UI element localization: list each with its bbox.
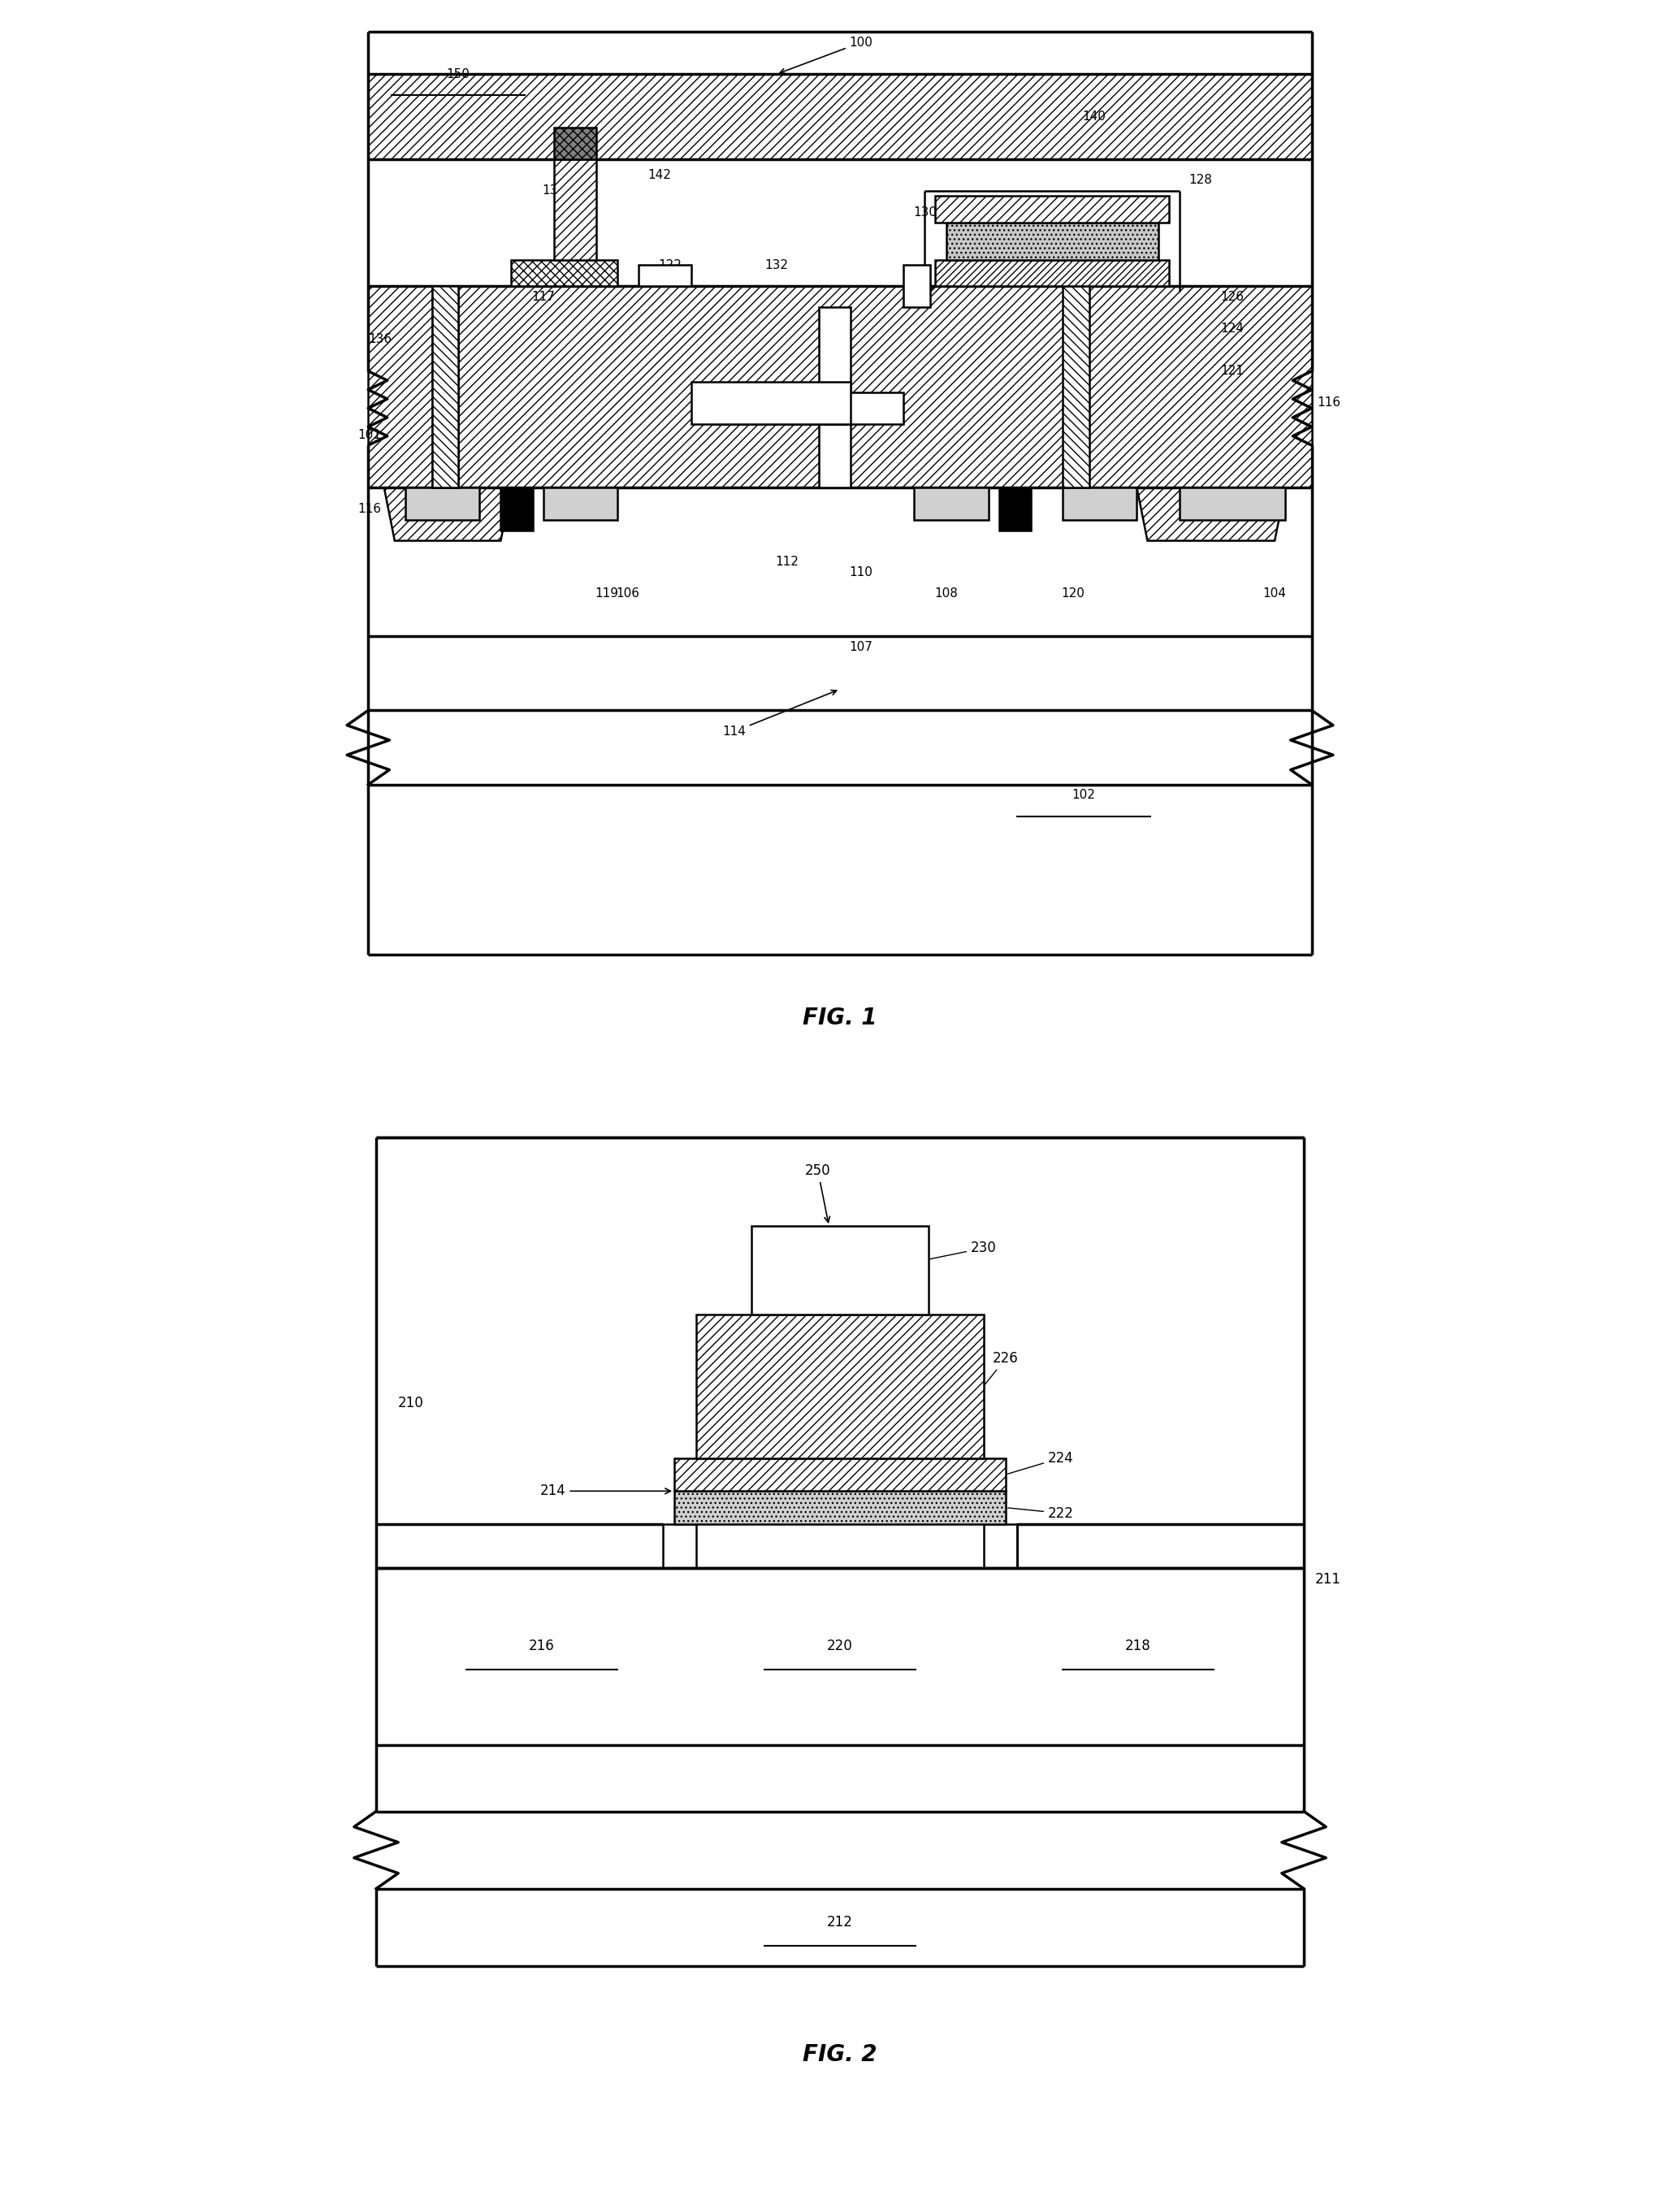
Text: 102: 102	[1072, 789, 1095, 802]
Bar	[368, 75, 1312, 159]
Polygon shape	[1137, 488, 1285, 541]
Text: 230: 230	[877, 1241, 996, 1270]
Text: 114: 114	[722, 689, 837, 738]
Bar	[1063, 488, 1137, 519]
Bar	[818, 307, 850, 393]
Text: 126: 126	[1220, 292, 1245, 303]
Text: 108: 108	[934, 588, 958, 601]
Text: 100: 100	[780, 35, 874, 73]
Text: 226: 226	[984, 1352, 1018, 1385]
Bar	[818, 424, 850, 488]
Text: 116: 116	[358, 504, 381, 515]
Text: 250: 250	[805, 1164, 830, 1222]
Text: 211: 211	[1315, 1573, 1341, 1586]
Text: 107: 107	[850, 641, 874, 654]
Text: 212: 212	[827, 1915, 853, 1928]
Text: 117: 117	[531, 292, 554, 303]
Bar	[692, 382, 850, 424]
Text: 222: 222	[1008, 1507, 1074, 1520]
Bar	[1000, 488, 1032, 530]
Text: 216: 216	[529, 1639, 554, 1652]
Text: 136: 136	[368, 334, 391, 345]
Text: 110: 110	[850, 566, 874, 579]
Bar	[751, 1226, 929, 1314]
Text: 137: 137	[543, 186, 573, 197]
Bar	[543, 488, 617, 519]
Text: 218: 218	[1126, 1639, 1151, 1652]
Text: 210: 210	[398, 1396, 423, 1409]
Text: 140: 140	[1082, 110, 1105, 124]
Text: 119: 119	[595, 588, 618, 601]
Polygon shape	[376, 1524, 697, 1568]
Bar	[432, 287, 459, 488]
Bar	[936, 261, 1169, 287]
Text: FIG. 1: FIG. 1	[803, 1007, 877, 1029]
Text: 104: 104	[1263, 588, 1287, 601]
Text: 224: 224	[1008, 1451, 1074, 1473]
Bar	[936, 197, 1169, 223]
Text: 150: 150	[447, 68, 470, 80]
Bar	[946, 223, 1158, 261]
Bar	[674, 1458, 1006, 1491]
Bar	[674, 1491, 1006, 1524]
Bar	[712, 393, 904, 424]
Text: 130: 130	[912, 205, 964, 223]
Bar	[697, 1314, 983, 1458]
Bar	[368, 488, 1312, 636]
Text: 120: 120	[1062, 588, 1085, 601]
Polygon shape	[385, 488, 511, 541]
Polygon shape	[983, 1524, 1304, 1568]
Bar	[501, 488, 533, 530]
Bar	[368, 287, 1312, 488]
Bar	[376, 1568, 1304, 1745]
Bar	[904, 265, 931, 307]
Text: 128: 128	[1189, 175, 1213, 186]
Text: 112: 112	[774, 557, 798, 568]
Bar	[405, 488, 479, 519]
Text: 122: 122	[659, 258, 682, 272]
Text: 116: 116	[1317, 398, 1341, 409]
Bar	[914, 488, 988, 519]
Bar	[638, 265, 692, 287]
Text: 214: 214	[539, 1484, 670, 1498]
Text: 106: 106	[617, 588, 640, 601]
Text: FIG. 2: FIG. 2	[803, 2043, 877, 2065]
Bar	[554, 159, 596, 261]
Text: 101: 101	[358, 429, 381, 442]
Bar	[432, 287, 459, 488]
Bar	[511, 261, 617, 287]
Text: 132: 132	[764, 258, 788, 272]
Text: 142: 142	[648, 168, 672, 181]
Text: 118: 118	[902, 267, 926, 303]
Bar	[1179, 488, 1285, 519]
Text: 121: 121	[1221, 364, 1243, 378]
Bar	[554, 128, 596, 159]
Bar	[1063, 287, 1089, 488]
Text: 220: 220	[827, 1639, 853, 1652]
Text: 124: 124	[1221, 323, 1243, 336]
